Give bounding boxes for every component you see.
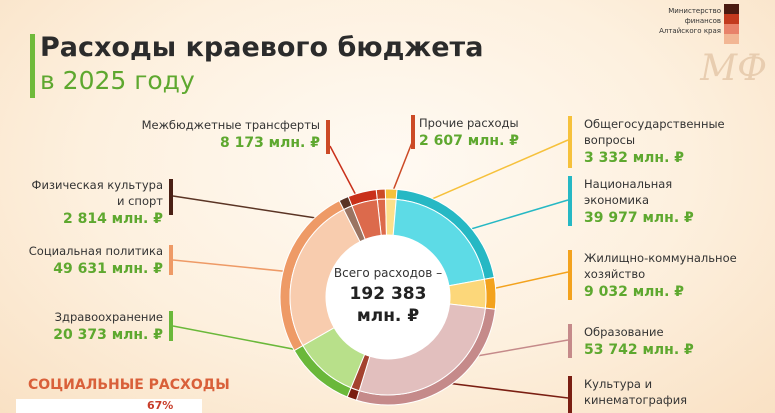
label-zdrav: Здравоохранение 20 373 млн. ₽ (53, 309, 163, 343)
label-zdrav-value: 20 373 млн. ₽ (53, 327, 163, 343)
obshchegos-marker (568, 116, 572, 168)
mf-logo: МФ (700, 48, 767, 89)
label-nats-ekon-value: 39 977 млн. ₽ (584, 210, 694, 226)
label-kultura: Культура и кинематография (584, 376, 687, 408)
zhkh-marker (568, 250, 572, 300)
label-fizkult-name-2: и спорт (116, 194, 163, 208)
ministry-line-2: финансов (684, 17, 721, 25)
social-expenses-percent: 67% (147, 399, 174, 412)
nats-ekon-marker (568, 176, 572, 226)
page-subtitle: в 2025 году (40, 66, 195, 95)
center-total-value: 192 383 млн. ₽ (321, 283, 455, 327)
label-obrazovanie: Образование 53 742 млн. ₽ (584, 324, 694, 358)
label-obshchegos-name-1: Общегосударственные (584, 117, 725, 131)
label-fizkult: Физическая культура и спорт 2 814 млн. ₽ (32, 177, 163, 227)
label-sotspol: Социальная политика 49 631 млн. ₽ (29, 243, 163, 277)
label-mezhbyudzhet: Межбюджетные трансферты 8 173 млн. ₽ (142, 117, 320, 151)
sotspol-marker (169, 245, 173, 275)
title-accent-bar (30, 34, 35, 98)
label-kultura-name-2: кинематография (584, 393, 688, 407)
label-nats-ekon: Национальная экономика 39 977 млн. ₽ (584, 176, 694, 226)
label-fizkult-value: 2 814 млн. ₽ (62, 211, 163, 227)
label-obshchegos-name-2: вопросы (584, 133, 636, 147)
prochie-marker (411, 115, 415, 149)
label-sotspol-name: Социальная политика (28, 244, 163, 258)
label-nats-ekon-name-2: экономика (584, 193, 649, 207)
center-total-unit: млн. ₽ (356, 306, 420, 326)
obrazovanie-marker (568, 324, 572, 358)
page-title: Расходы краевого бюджета (40, 32, 484, 63)
fizkult-marker (169, 179, 173, 215)
label-mezhbyudzhet-name: Межбюджетные трансферты (141, 118, 320, 132)
zdrav-marker (169, 311, 173, 341)
ministry-color-bars (724, 4, 739, 44)
label-kultura-name-1: Культура и (584, 377, 653, 391)
label-obrazovanie-value: 53 742 млн. ₽ (584, 342, 694, 358)
label-fizkult-name-1: Физическая культура (31, 178, 163, 192)
ministry-line-1: Министерство (668, 7, 721, 15)
ministry-line-3: Алтайского края (659, 27, 721, 35)
label-zhkh-name-2: хозяйство (584, 267, 646, 281)
social-expenses-bar (16, 399, 202, 413)
label-zdrav-name: Здравоохранение (54, 310, 163, 324)
ministry-bar-3 (724, 24, 739, 34)
center-total-label: Всего расходов – (333, 266, 443, 280)
label-sotspol-value: 49 631 млн. ₽ (53, 261, 163, 277)
ministry-bar-1 (724, 4, 739, 14)
label-obshchegos: Общегосударственные вопросы 3 332 млн. ₽ (584, 116, 725, 166)
label-prochie-value: 2 607 млн. ₽ (419, 133, 520, 149)
label-obshchegos-value: 3 332 млн. ₽ (584, 150, 685, 166)
label-obrazovanie-name: Образование (584, 325, 664, 339)
label-mezhbyudzhet-value: 8 173 млн. ₽ (219, 135, 320, 151)
label-zhkh: Жилищно-коммунальное хозяйство 9 032 млн… (584, 250, 737, 300)
ministry-label: Министерство финансов Алтайского края (659, 6, 721, 36)
kultura-marker (568, 376, 572, 413)
label-prochie: Прочие расходы 2 607 млн. ₽ (419, 115, 519, 149)
slice-obshchegos-outer (384, 188, 398, 200)
mezhbyudzhet-marker (326, 120, 330, 154)
donut-slices (279, 188, 497, 406)
ministry-bar-4 (724, 34, 739, 44)
social-expenses-bar-fill (16, 399, 141, 413)
center-total-number: 192 383 (349, 284, 427, 304)
label-zhkh-value: 9 032 млн. ₽ (584, 284, 685, 300)
donut-center-circle (326, 235, 450, 359)
donut-center-text: Всего расходов – 192 383 млн. ₽ (321, 266, 455, 327)
ministry-bar-2 (724, 14, 739, 24)
label-zhkh-name-1: Жилищно-коммунальное (584, 251, 737, 265)
social-expenses-title: СОЦИАЛЬНЫЕ РАСХОДЫ (28, 377, 230, 393)
label-prochie-name: Прочие расходы (419, 116, 519, 130)
label-nats-ekon-name-1: Национальная (584, 177, 673, 191)
